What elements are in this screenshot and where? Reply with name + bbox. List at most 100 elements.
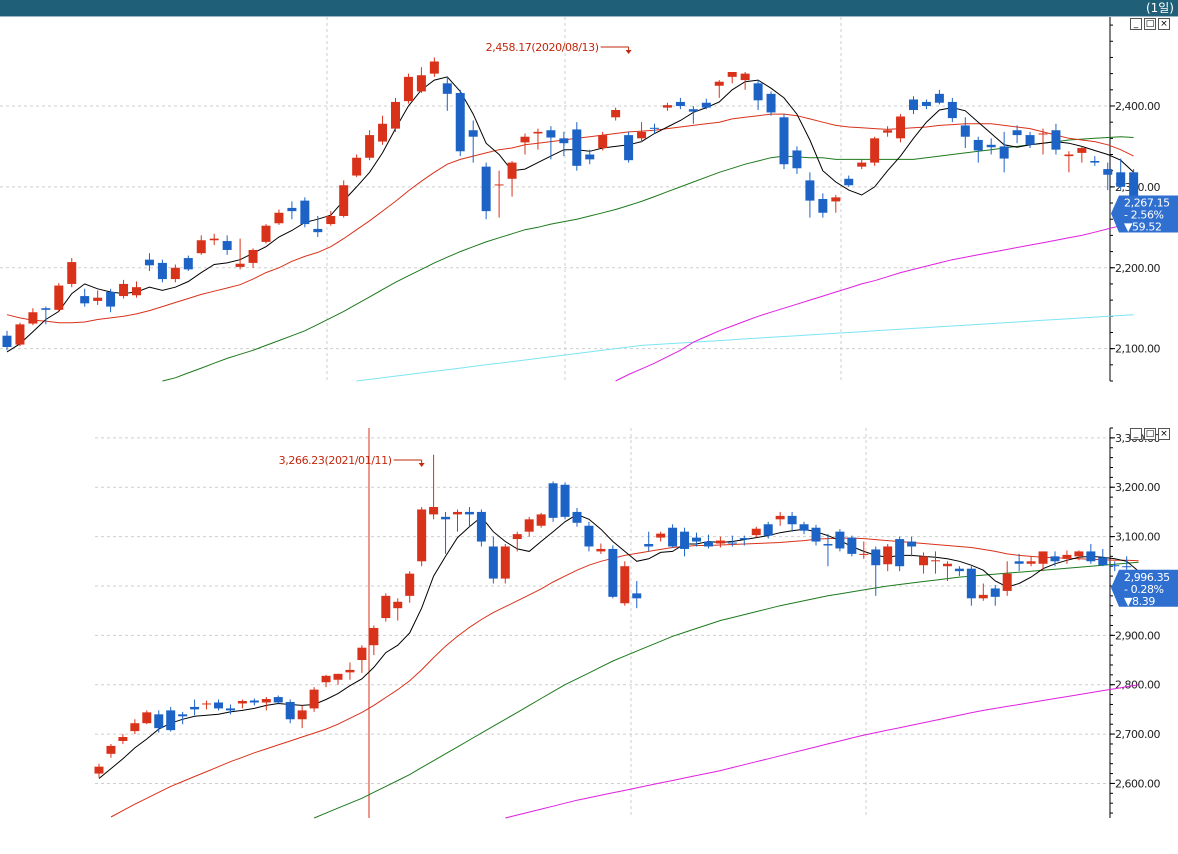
- candle-body: [391, 101, 400, 129]
- candle-body: [973, 139, 983, 151]
- candle-body: [644, 544, 654, 547]
- ma120-line: [615, 222, 1134, 382]
- candle-body: [572, 511, 582, 523]
- candle-body: [28, 312, 38, 324]
- candle-body: [417, 509, 427, 562]
- candle-body: [572, 129, 582, 166]
- candle-body: [261, 225, 271, 242]
- candle-body: [931, 560, 940, 562]
- candle-body: [1064, 154, 1074, 157]
- candle-body: [106, 292, 116, 307]
- candle-body: [818, 199, 828, 213]
- candle-body: [775, 515, 785, 520]
- candle-body: [787, 515, 797, 525]
- candle-body: [1077, 148, 1087, 153]
- candle-body: [309, 689, 319, 709]
- y-tick-label: 2,600.00: [1115, 777, 1160, 790]
- candle-body: [823, 544, 833, 546]
- candle-body: [727, 72, 737, 77]
- y-tick-label: 3,100.00: [1115, 531, 1160, 544]
- candle-body: [1129, 172, 1139, 214]
- period-label[interactable]: (1일): [1145, 1, 1174, 15]
- candle-body: [835, 531, 845, 549]
- candle-body: [533, 131, 543, 134]
- candle-body: [703, 541, 713, 547]
- close-icon[interactable]: ×: [1158, 428, 1170, 440]
- candle-body: [990, 588, 1000, 597]
- candle-body: [170, 267, 180, 280]
- candle-body: [751, 528, 761, 536]
- candle-body: [248, 249, 258, 263]
- y-tick-label: 2,400.00: [1115, 100, 1160, 113]
- candle-body: [507, 162, 517, 179]
- maximize-icon[interactable]: □: [1144, 428, 1156, 440]
- candle-body: [909, 99, 918, 111]
- candle-body: [1090, 160, 1100, 163]
- candle-body: [1103, 169, 1113, 175]
- candle-body: [237, 701, 247, 704]
- candle-body: [142, 712, 152, 724]
- change-pct-label: - 0.28%: [1124, 583, 1164, 596]
- candle-body: [560, 484, 570, 517]
- candle-body: [352, 157, 362, 176]
- candle-body: [1086, 551, 1096, 562]
- candle-body: [831, 197, 841, 202]
- high-annotation-label: 2,458.17(2020/08/13): [486, 41, 599, 54]
- candle-body: [274, 212, 284, 224]
- candle-body: [1110, 565, 1120, 567]
- candle-body: [196, 240, 206, 254]
- candle-body: [524, 519, 534, 532]
- y-tick-label: 2,200.00: [1115, 262, 1160, 275]
- candle-body: [536, 514, 546, 526]
- panel2-chart: 2,600.002,700.002,800.002,900.003,000.00…: [94, 427, 1178, 819]
- candle-body: [1098, 557, 1108, 566]
- candle-body: [668, 527, 678, 547]
- candle-body: [871, 549, 881, 566]
- candle-body: [632, 593, 642, 599]
- candle-body: [132, 287, 141, 296]
- candle-body: [130, 723, 140, 732]
- candle-body: [656, 533, 666, 538]
- maximize-icon[interactable]: □: [1144, 18, 1156, 30]
- candle-body: [986, 144, 996, 148]
- ma60-line: [162, 136, 1134, 382]
- candle-body: [883, 130, 893, 133]
- candle-body: [896, 116, 906, 139]
- candle-body: [1074, 551, 1084, 557]
- candle-body: [701, 102, 711, 108]
- candle-body: [357, 647, 367, 661]
- annotation-arrow-icon: [418, 463, 425, 467]
- candle-body: [183, 258, 193, 270]
- candle-body: [106, 745, 116, 754]
- candle-body: [326, 215, 336, 225]
- candle-body: [249, 700, 259, 703]
- candle-body: [753, 83, 763, 101]
- candle-body: [119, 283, 129, 297]
- minimize-icon[interactable]: _: [1130, 18, 1142, 30]
- candle-body: [520, 136, 530, 143]
- candle-body: [947, 101, 957, 119]
- candle-body: [966, 568, 976, 599]
- candle-body: [416, 75, 426, 92]
- last-price-tag: [1111, 569, 1178, 607]
- candle-body: [740, 73, 750, 81]
- candle-body: [300, 200, 310, 225]
- candle-body: [442, 83, 452, 94]
- candle-body: [805, 180, 815, 201]
- close-icon[interactable]: ×: [1158, 18, 1170, 30]
- change-label: ▼8.39: [1124, 595, 1155, 608]
- candle-body: [727, 542, 737, 544]
- candle-body: [166, 710, 176, 731]
- candle-body: [429, 506, 439, 515]
- ma120-line: [505, 684, 1139, 819]
- candle-body: [190, 706, 200, 710]
- candle-body: [222, 241, 232, 250]
- candle-body: [1026, 561, 1036, 564]
- candle-body: [596, 548, 606, 552]
- candle-body: [273, 697, 283, 703]
- minimize-icon[interactable]: _: [1130, 428, 1142, 440]
- candle-body: [1012, 130, 1022, 136]
- candle-body: [548, 483, 558, 518]
- candle-body: [468, 130, 478, 137]
